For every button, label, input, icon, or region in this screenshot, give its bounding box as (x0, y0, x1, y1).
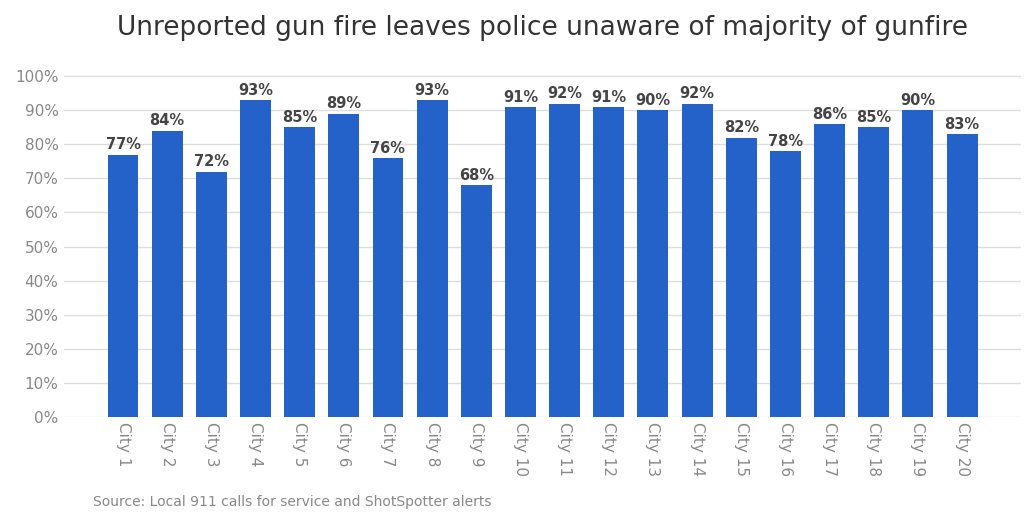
Bar (196, 172, 227, 417)
Text: 78%: 78% (768, 134, 803, 149)
Text: Source: Local 911 calls for service and ShotSpotter alerts: Source: Local 911 calls for service and … (93, 496, 492, 509)
Text: 93%: 93% (414, 83, 450, 98)
Bar (637, 110, 668, 417)
Text: 92%: 92% (680, 86, 715, 101)
Text: 85%: 85% (856, 110, 891, 125)
Bar (505, 107, 536, 417)
Bar (328, 114, 359, 417)
Bar (726, 138, 756, 417)
Bar (108, 155, 139, 417)
Text: 68%: 68% (459, 168, 494, 183)
Bar (240, 100, 271, 417)
Text: 91%: 91% (592, 90, 627, 104)
Text: 72%: 72% (194, 154, 229, 169)
Text: 83%: 83% (945, 117, 980, 132)
Bar (416, 100, 448, 417)
Text: 76%: 76% (371, 141, 405, 156)
Bar (373, 158, 403, 417)
Bar (284, 127, 315, 417)
Text: 85%: 85% (282, 110, 317, 125)
Bar (947, 134, 978, 417)
Bar (858, 127, 889, 417)
Bar (461, 185, 492, 417)
Title: Unreported gun fire leaves police unaware of majority of gunfire: Unreported gun fire leaves police unawar… (117, 15, 968, 41)
Text: 77%: 77% (106, 137, 141, 152)
Bar (770, 151, 801, 417)
Bar (594, 107, 625, 417)
Text: 89%: 89% (326, 96, 362, 111)
Bar (151, 131, 182, 417)
Text: 84%: 84% (149, 113, 184, 129)
Text: 90%: 90% (900, 93, 936, 108)
Text: 86%: 86% (812, 106, 847, 121)
Bar (549, 103, 580, 417)
Bar (814, 124, 845, 417)
Bar (902, 110, 933, 417)
Text: 82%: 82% (724, 120, 758, 135)
Text: 93%: 93% (238, 83, 274, 98)
Text: 91%: 91% (502, 90, 538, 104)
Text: 90%: 90% (635, 93, 670, 108)
Bar (682, 103, 713, 417)
Text: 92%: 92% (547, 86, 582, 101)
